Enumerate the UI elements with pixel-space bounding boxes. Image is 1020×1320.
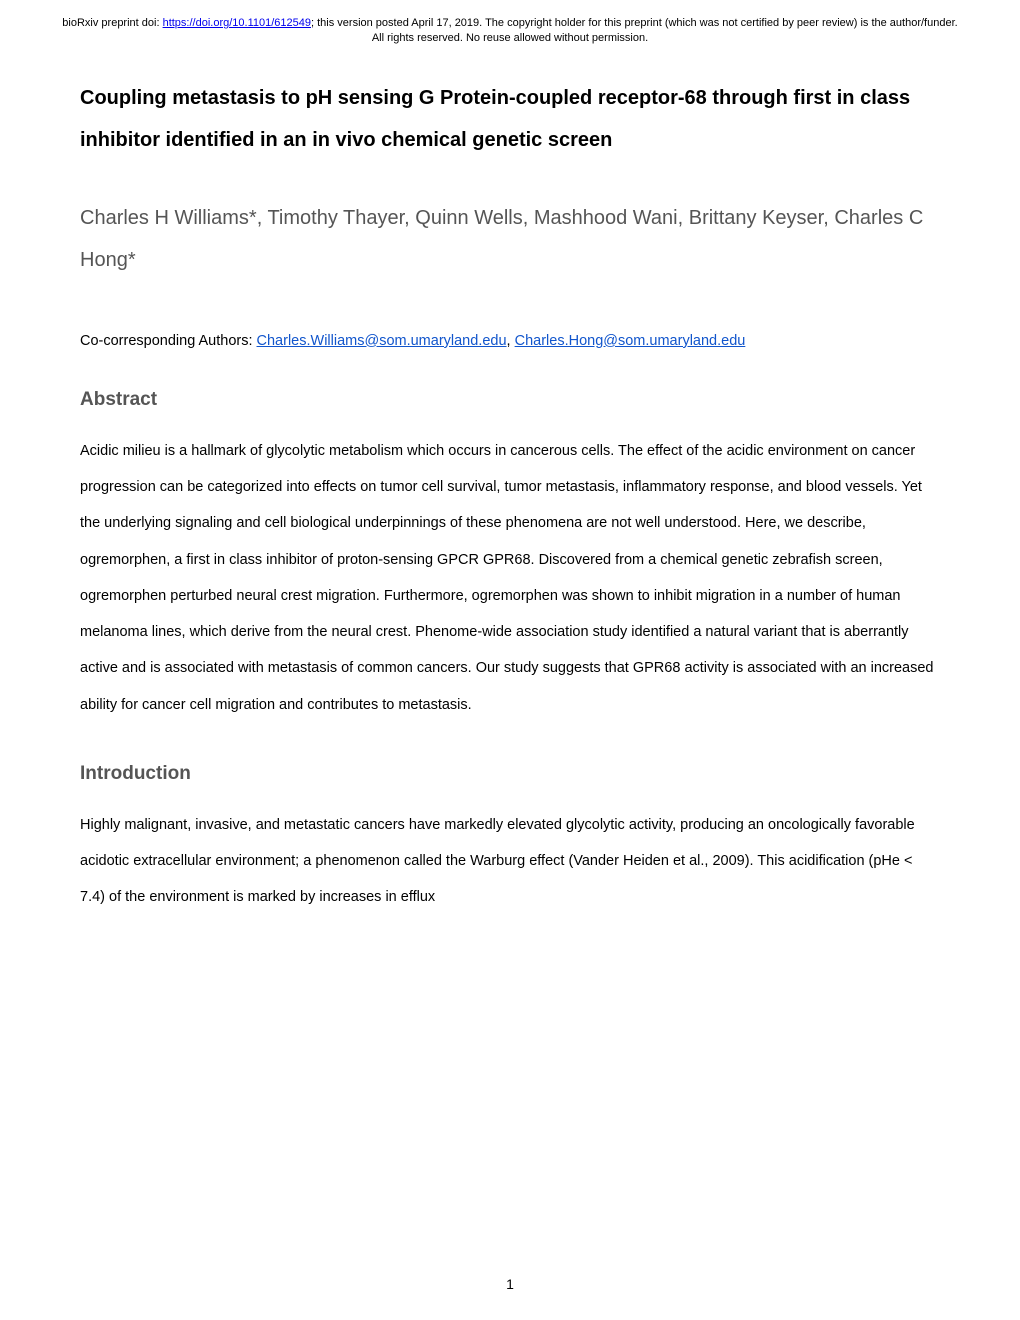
preprint-prefix: bioRxiv preprint doi: (62, 17, 162, 29)
main-content: Coupling metastasis to pH sensing G Prot… (0, 47, 1020, 916)
corresponding-authors: Co-corresponding Authors: Charles.Willia… (80, 333, 940, 349)
preprint-suffix: ; this version posted April 17, 2019. Th… (311, 17, 958, 44)
paper-title: Coupling metastasis to pH sensing G Prot… (80, 77, 940, 161)
authors-list: Charles H Williams*, Timothy Thayer, Qui… (80, 197, 940, 281)
abstract-heading: Abstract (80, 389, 940, 411)
email-separator: , (507, 333, 515, 349)
introduction-heading: Introduction (80, 763, 940, 785)
doi-link[interactable]: https://doi.org/10.1101/612549 (163, 17, 311, 29)
corresponding-label: Co-corresponding Authors: (80, 333, 257, 349)
page-number: 1 (0, 1276, 1020, 1292)
preprint-notice: bioRxiv preprint doi: https://doi.org/10… (0, 0, 1020, 47)
corresponding-email-1[interactable]: Charles.Williams@som.umaryland.edu (257, 333, 507, 349)
introduction-text: Highly malignant, invasive, and metastat… (80, 807, 940, 916)
corresponding-email-2[interactable]: Charles.Hong@som.umaryland.edu (515, 333, 746, 349)
abstract-text: Acidic milieu is a hallmark of glycolyti… (80, 433, 940, 723)
